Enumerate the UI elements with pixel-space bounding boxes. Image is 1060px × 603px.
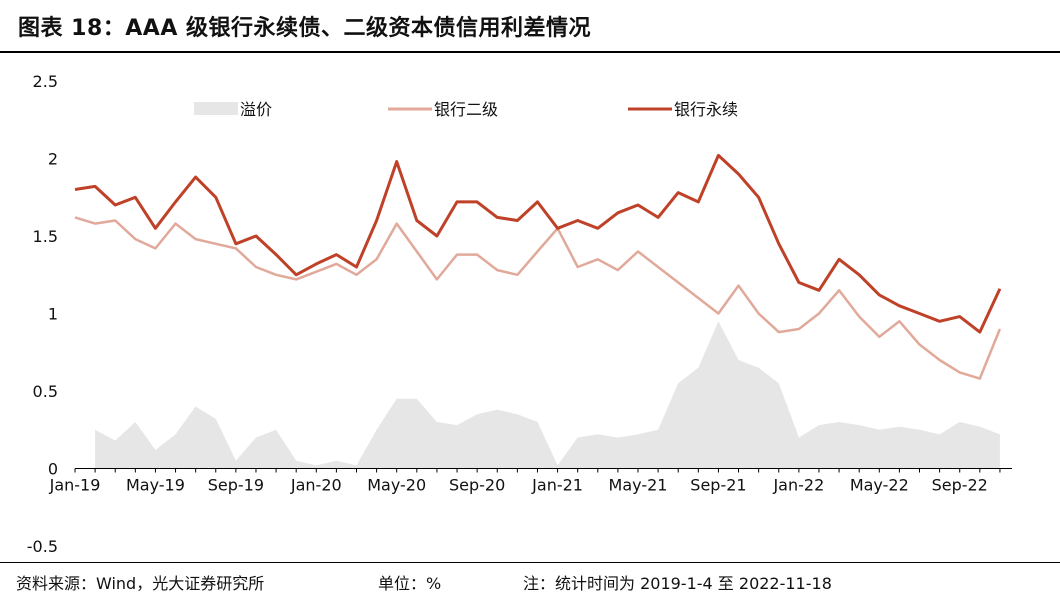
legend: 溢价 银行二级 银行永续 bbox=[194, 100, 738, 119]
footer-rule bbox=[0, 562, 1060, 563]
series-area-spread bbox=[95, 321, 1000, 469]
x-tick-label: Jan-19 bbox=[49, 476, 101, 495]
y-tick-label: 1.5 bbox=[33, 227, 58, 246]
y-tick-label: 0 bbox=[48, 460, 58, 479]
y-tick-label: -0.5 bbox=[27, 537, 58, 556]
y-tick-label: 1 bbox=[48, 305, 58, 324]
y-axis-ticks: 2.5 2 1.5 1 0.5 0 -0.5 bbox=[27, 72, 58, 556]
chart-canvas: 2.5 2 1.5 1 0.5 0 -0.5 Jan-19 May-19 Sep-19 Jan-2… bbox=[27, 72, 1012, 556]
y-tick-label: 2.5 bbox=[33, 72, 58, 91]
x-tick-label: Sep-19 bbox=[208, 476, 264, 495]
x-tick-label: May-21 bbox=[609, 476, 668, 495]
x-tick-label: Jan-22 bbox=[772, 476, 824, 495]
period-note: 注：统计时间为 2019-1-4 至 2022-11-18 bbox=[523, 574, 832, 593]
x-axis-tick-marks bbox=[74, 468, 1001, 473]
legend-label: 银行二级 bbox=[434, 100, 498, 119]
x-tick-label: Jan-20 bbox=[290, 476, 342, 495]
series-line-tier2 bbox=[74, 216, 1002, 380]
chart-title: 图表 18：AAA 级银行永续债、二级资本债信用利差情况 bbox=[18, 16, 592, 41]
source-note: 资料来源：Wind，光大证券研究所 bbox=[16, 574, 265, 593]
y-tick-label: 2 bbox=[48, 150, 58, 169]
x-tick-label: May-22 bbox=[850, 476, 909, 495]
unit-note: 单位：% bbox=[378, 574, 442, 593]
series-line-perpetual bbox=[74, 153, 1002, 334]
y-tick-label: 0.5 bbox=[33, 382, 58, 401]
legend-label: 溢价 bbox=[240, 100, 272, 119]
x-tick-label: Jan-21 bbox=[531, 476, 583, 495]
line-layer bbox=[74, 153, 1002, 380]
x-tick-label: Sep-22 bbox=[932, 476, 988, 495]
spread-area-layer bbox=[95, 321, 1000, 469]
legend-label: 银行永续 bbox=[674, 100, 738, 119]
x-tick-label: May-20 bbox=[367, 476, 426, 495]
x-tick-label: Sep-20 bbox=[449, 476, 505, 495]
title-rule bbox=[0, 51, 1060, 53]
x-axis-ticks: Jan-19 May-19 Sep-19 Jan-20 May-20 Sep-20 Jan-… bbox=[49, 476, 988, 495]
legend-swatch-spread bbox=[194, 102, 238, 115]
x-tick-label: May-19 bbox=[126, 476, 185, 495]
x-tick-label: Sep-21 bbox=[690, 476, 746, 495]
